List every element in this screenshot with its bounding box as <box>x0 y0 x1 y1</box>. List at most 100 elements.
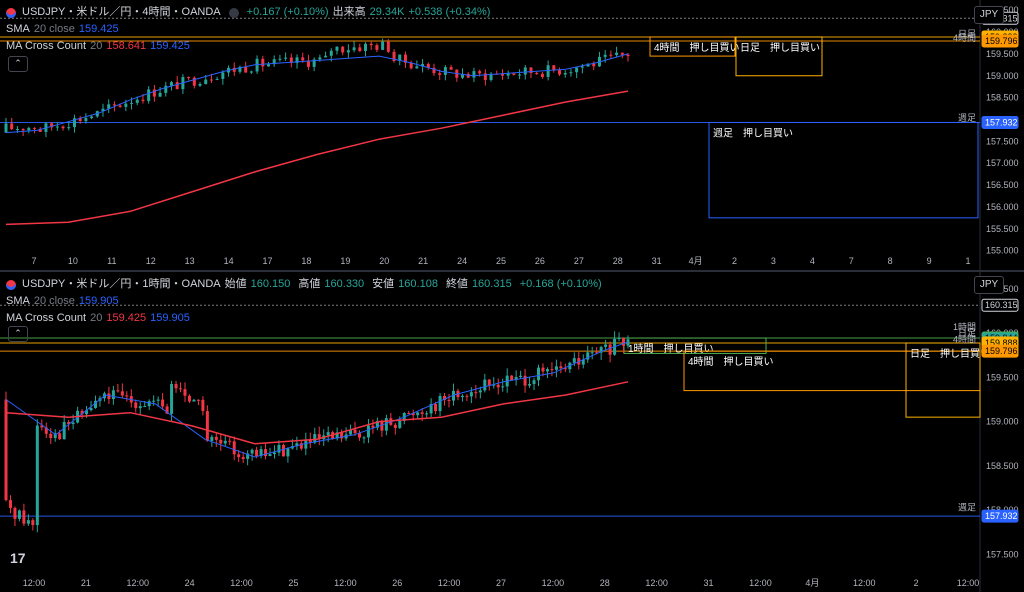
candle-body <box>90 116 94 119</box>
candle-body <box>205 411 209 441</box>
candle-body <box>192 77 196 86</box>
candle-body <box>101 108 105 112</box>
candle-body <box>111 390 115 400</box>
candle-body <box>289 57 293 63</box>
price-tick-label: 158.500 <box>986 461 1019 471</box>
candle-body <box>496 384 500 388</box>
candle-body <box>134 402 138 409</box>
candle-body <box>214 436 218 440</box>
symbol-title[interactable]: USDJPY・米ドル／円・4時間・OANDA <box>22 6 221 18</box>
sma-line <box>5 53 629 134</box>
candle-body <box>120 391 124 396</box>
candle-body <box>626 54 630 57</box>
chart-canvas-1h[interactable]: 157.500158.000158.500159.000159.500160.0… <box>0 272 1024 592</box>
candle-body <box>554 366 558 370</box>
candle-body <box>312 59 316 67</box>
time-tick-label: 24 <box>457 256 467 266</box>
candle-body <box>17 510 21 519</box>
candle-body <box>31 520 35 526</box>
candle-body <box>425 413 429 415</box>
price-badge <box>981 298 1019 312</box>
candle-body <box>147 401 151 407</box>
sma-label[interactable]: SMA <box>6 295 30 307</box>
candle-body <box>204 79 208 84</box>
sma-label[interactable]: SMA <box>6 23 30 35</box>
candle-body <box>386 41 390 52</box>
symbol-title[interactable]: USDJPY・米ドル／円・1時間・OANDA <box>22 278 221 290</box>
candle-body <box>124 103 128 107</box>
candle-body <box>478 390 482 393</box>
chart-pane-4h[interactable]: 155.000 155.500 156.000 156.500 157.000 157.5… <box>0 0 1024 272</box>
collapse-legend-button[interactable]: ⌃ <box>8 326 28 342</box>
candle-body <box>4 399 8 501</box>
candle-body <box>15 129 19 131</box>
price-badge-text: 159.888 <box>985 338 1018 348</box>
candle-body <box>393 424 397 428</box>
candle-body <box>523 67 527 75</box>
candle-body <box>89 407 93 411</box>
time-tick-label: 20 <box>379 256 389 266</box>
price-badge <box>981 115 1019 129</box>
time-tick-label: 25 <box>496 256 506 266</box>
candle-body <box>313 434 317 443</box>
time-tick-label: 28 <box>600 578 610 588</box>
eye-icon[interactable] <box>228 7 239 18</box>
time-tick-label: 18 <box>301 256 311 266</box>
mac-value-2: 159.425 <box>150 40 190 52</box>
time-tick-label: 28 <box>613 256 623 266</box>
level-side-label: 日足 <box>958 29 976 39</box>
annotation-label: 日足 押し目買い <box>740 41 820 54</box>
candle-body <box>375 45 379 50</box>
candle-body <box>416 412 420 416</box>
annotation-label: 日足 押し目買い <box>910 347 990 360</box>
candle-body <box>27 127 31 131</box>
ma-cross-line <box>5 381 629 445</box>
candle-body <box>461 73 465 78</box>
volume-value: 29.34K <box>369 6 405 18</box>
candle-body <box>22 510 26 524</box>
sma-line <box>5 341 629 458</box>
candle-body <box>135 99 139 103</box>
price-tick-label: 156.500 <box>986 180 1019 190</box>
candle-body <box>116 390 120 392</box>
candle-body <box>277 444 281 453</box>
price-tick-label: 159.500 <box>986 372 1019 382</box>
candle-body <box>599 346 603 353</box>
candle-body <box>569 72 573 74</box>
candle-body <box>380 420 384 431</box>
chart-pane-1h[interactable]: 157.500158.000158.500159.000159.500160.0… <box>0 272 1024 592</box>
candle-body <box>532 380 536 385</box>
candle-body <box>49 433 53 438</box>
price-tick-label: 157.500 <box>986 136 1019 146</box>
time-tick-label: 27 <box>496 578 506 588</box>
volume-change: +0.538 (+0.34%) <box>408 6 491 18</box>
candle-body <box>53 433 57 438</box>
candle-body <box>8 500 12 508</box>
mac-label[interactable]: MA Cross Count <box>6 40 87 52</box>
candle-body <box>301 57 305 61</box>
currency-button[interactable]: JPY <box>974 6 1004 24</box>
candle-body <box>398 420 402 428</box>
candle-body <box>295 443 299 447</box>
time-tick-label: 26 <box>392 578 402 588</box>
candle-body <box>187 77 191 79</box>
candle-body <box>40 425 44 428</box>
time-tick-label: 12:00 <box>127 578 150 588</box>
candle-body <box>35 425 39 526</box>
candle-body <box>558 70 562 75</box>
time-tick-label: 21 <box>81 578 91 588</box>
price-badge-text: 160.315 <box>985 300 1018 310</box>
candle-body <box>223 440 227 444</box>
collapse-legend-button[interactable]: ⌃ <box>8 56 28 72</box>
flag-icon <box>6 7 16 18</box>
candle-body <box>518 74 522 76</box>
candle-body <box>615 52 619 56</box>
currency-button[interactable]: JPY <box>974 276 1004 294</box>
candle-body <box>489 73 493 80</box>
mac-label[interactable]: MA Cross Count <box>6 312 87 324</box>
open-label: 始値 <box>224 278 247 290</box>
candle-body <box>210 436 214 441</box>
time-tick-label: 26 <box>535 256 545 266</box>
candle-body <box>466 73 470 78</box>
candle-body <box>164 85 168 93</box>
